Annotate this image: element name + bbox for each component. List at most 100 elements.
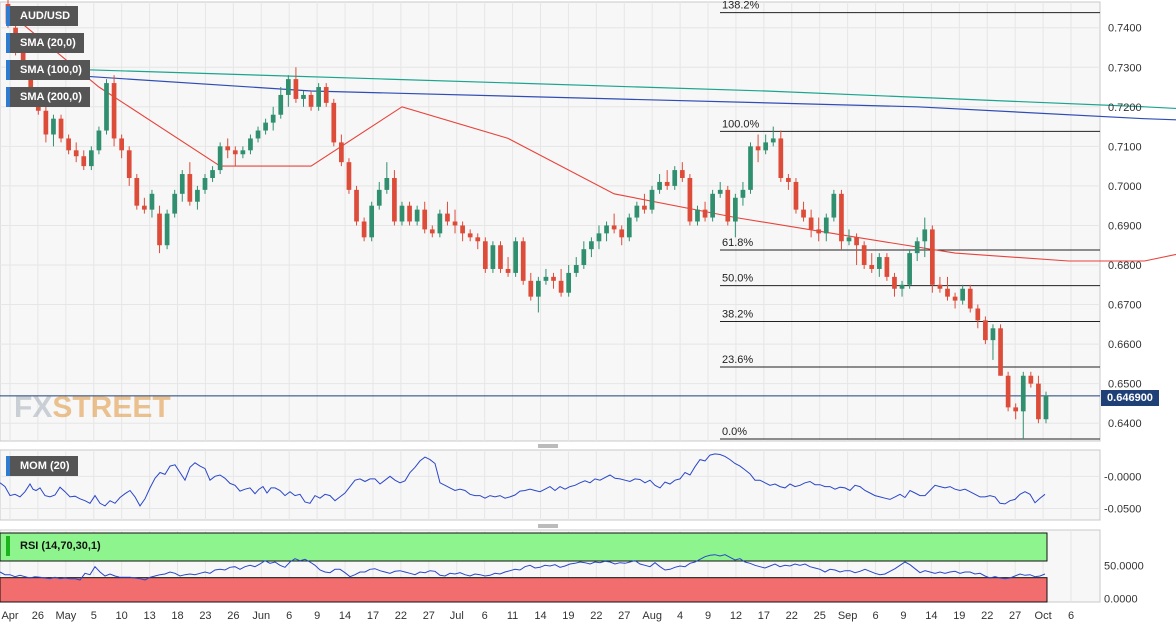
candle-body: [793, 181, 799, 210]
candle-body: [301, 94, 306, 99]
candle-body: [808, 217, 814, 230]
y-tick-label: 0.6700: [1108, 300, 1142, 312]
rsi-y-tick-label: 0.0000: [1104, 594, 1138, 606]
fxstreet-watermark: FXSTREET: [14, 391, 171, 425]
candle-body: [505, 268, 511, 273]
x-tick-label: 27: [618, 610, 630, 622]
x-tick-label: 22: [590, 610, 602, 622]
candle-body: [558, 280, 564, 293]
candle-body: [1043, 395, 1049, 420]
candle-body: [323, 87, 329, 103]
x-tick-label: 13: [143, 610, 155, 622]
x-tick-label: 17: [367, 610, 379, 622]
candle-body: [831, 193, 837, 218]
x-tick-label: 22: [395, 610, 407, 622]
candle-body: [437, 213, 443, 234]
candle-body: [528, 280, 534, 297]
x-tick-label: 14: [339, 610, 351, 622]
watermark-street: STREET: [52, 391, 171, 424]
watermark-fx: FX: [14, 391, 53, 424]
y-tick-label: 0.7400: [1108, 23, 1142, 35]
candle-body: [255, 130, 261, 139]
candle-body: [975, 308, 981, 321]
sma-100-line: [7, 70, 1176, 121]
x-tick-label: 26: [32, 610, 44, 622]
candle-body: [717, 189, 723, 194]
candle-body: [892, 276, 897, 289]
legend-title[interactable]: AUD/USD: [6, 6, 79, 26]
fib-label: 50.0%: [722, 273, 753, 285]
candle-body: [520, 241, 526, 281]
candle-body: [43, 110, 49, 135]
candle-body: [770, 138, 776, 143]
candle-body: [126, 150, 132, 178]
candle-body: [952, 296, 958, 301]
candle-body: [407, 205, 412, 222]
candle-body: [854, 237, 859, 246]
x-tick-label: 22: [981, 610, 993, 622]
candle-body: [316, 87, 321, 107]
y-tick-label: 0.7100: [1108, 141, 1142, 153]
candle-body: [702, 209, 708, 218]
x-tick-label: 6: [482, 610, 488, 622]
x-tick-label: 27: [423, 610, 435, 622]
x-tick-label: May: [55, 610, 76, 622]
candle-body: [285, 79, 291, 95]
y-tick-label: 0.6400: [1108, 418, 1142, 430]
candle-body: [73, 150, 79, 157]
candle-body: [270, 114, 276, 123]
rsi-oversold-zone: [0, 577, 1048, 603]
candle-body: [88, 150, 94, 167]
candle-body: [611, 225, 617, 230]
candle-body: [1036, 383, 1041, 420]
candle-body: [543, 276, 549, 281]
candle-body: [392, 177, 397, 222]
candle-body: [187, 174, 193, 202]
candle-body: [142, 205, 147, 210]
legend-sma-100[interactable]: SMA (100,0): [6, 60, 90, 80]
candle-body: [619, 229, 625, 238]
x-tick-label: 18: [171, 610, 183, 622]
candle-body: [134, 177, 140, 206]
candle-body: [998, 328, 1003, 376]
candle-body: [672, 170, 678, 186]
x-tick-label: 9: [705, 610, 711, 622]
x-tick-label: 6: [1068, 610, 1074, 622]
candle-body: [679, 170, 685, 178]
candle-body: [240, 150, 246, 155]
fib-label: 0.0%: [722, 426, 747, 438]
candle-body: [664, 181, 670, 186]
mom-y-tick-label: -0.0000: [1104, 471, 1141, 483]
x-tick-label: 14: [925, 610, 937, 622]
x-tick-label: 9: [900, 610, 906, 622]
y-tick-label: 0.6500: [1108, 379, 1142, 391]
x-tick-label: 27: [1009, 610, 1021, 622]
candle-body: [1020, 375, 1026, 412]
candle-body: [66, 138, 71, 151]
candle-body: [422, 209, 428, 230]
x-tick-label: 12: [730, 610, 742, 622]
candle-body: [566, 272, 572, 293]
candle-body: [937, 284, 943, 289]
legend-rsi[interactable]: RSI (14,70,30,1): [6, 536, 109, 556]
legend-sma-20[interactable]: SMA (20,0): [6, 33, 84, 53]
x-tick-label: Jul: [450, 610, 464, 622]
candle-body: [657, 181, 662, 190]
candle-body: [445, 213, 450, 222]
candle-body: [111, 83, 117, 139]
candle-body: [573, 265, 579, 273]
candle-body: [498, 245, 503, 269]
x-tick-label: Apr: [1, 610, 18, 622]
x-tick-label: 9: [314, 610, 320, 622]
candle-body: [195, 189, 200, 202]
candle-body: [899, 284, 905, 289]
rsi-y-tick-label: 50.0000: [1104, 560, 1144, 572]
candle-body: [149, 193, 155, 210]
candle-body: [733, 197, 738, 222]
candle-body: [755, 146, 761, 151]
candle-body: [293, 79, 299, 99]
legend-momentum[interactable]: MOM (20): [6, 456, 78, 476]
candle-body: [604, 225, 609, 234]
legend-sma-200[interactable]: SMA (200,0): [6, 87, 90, 107]
